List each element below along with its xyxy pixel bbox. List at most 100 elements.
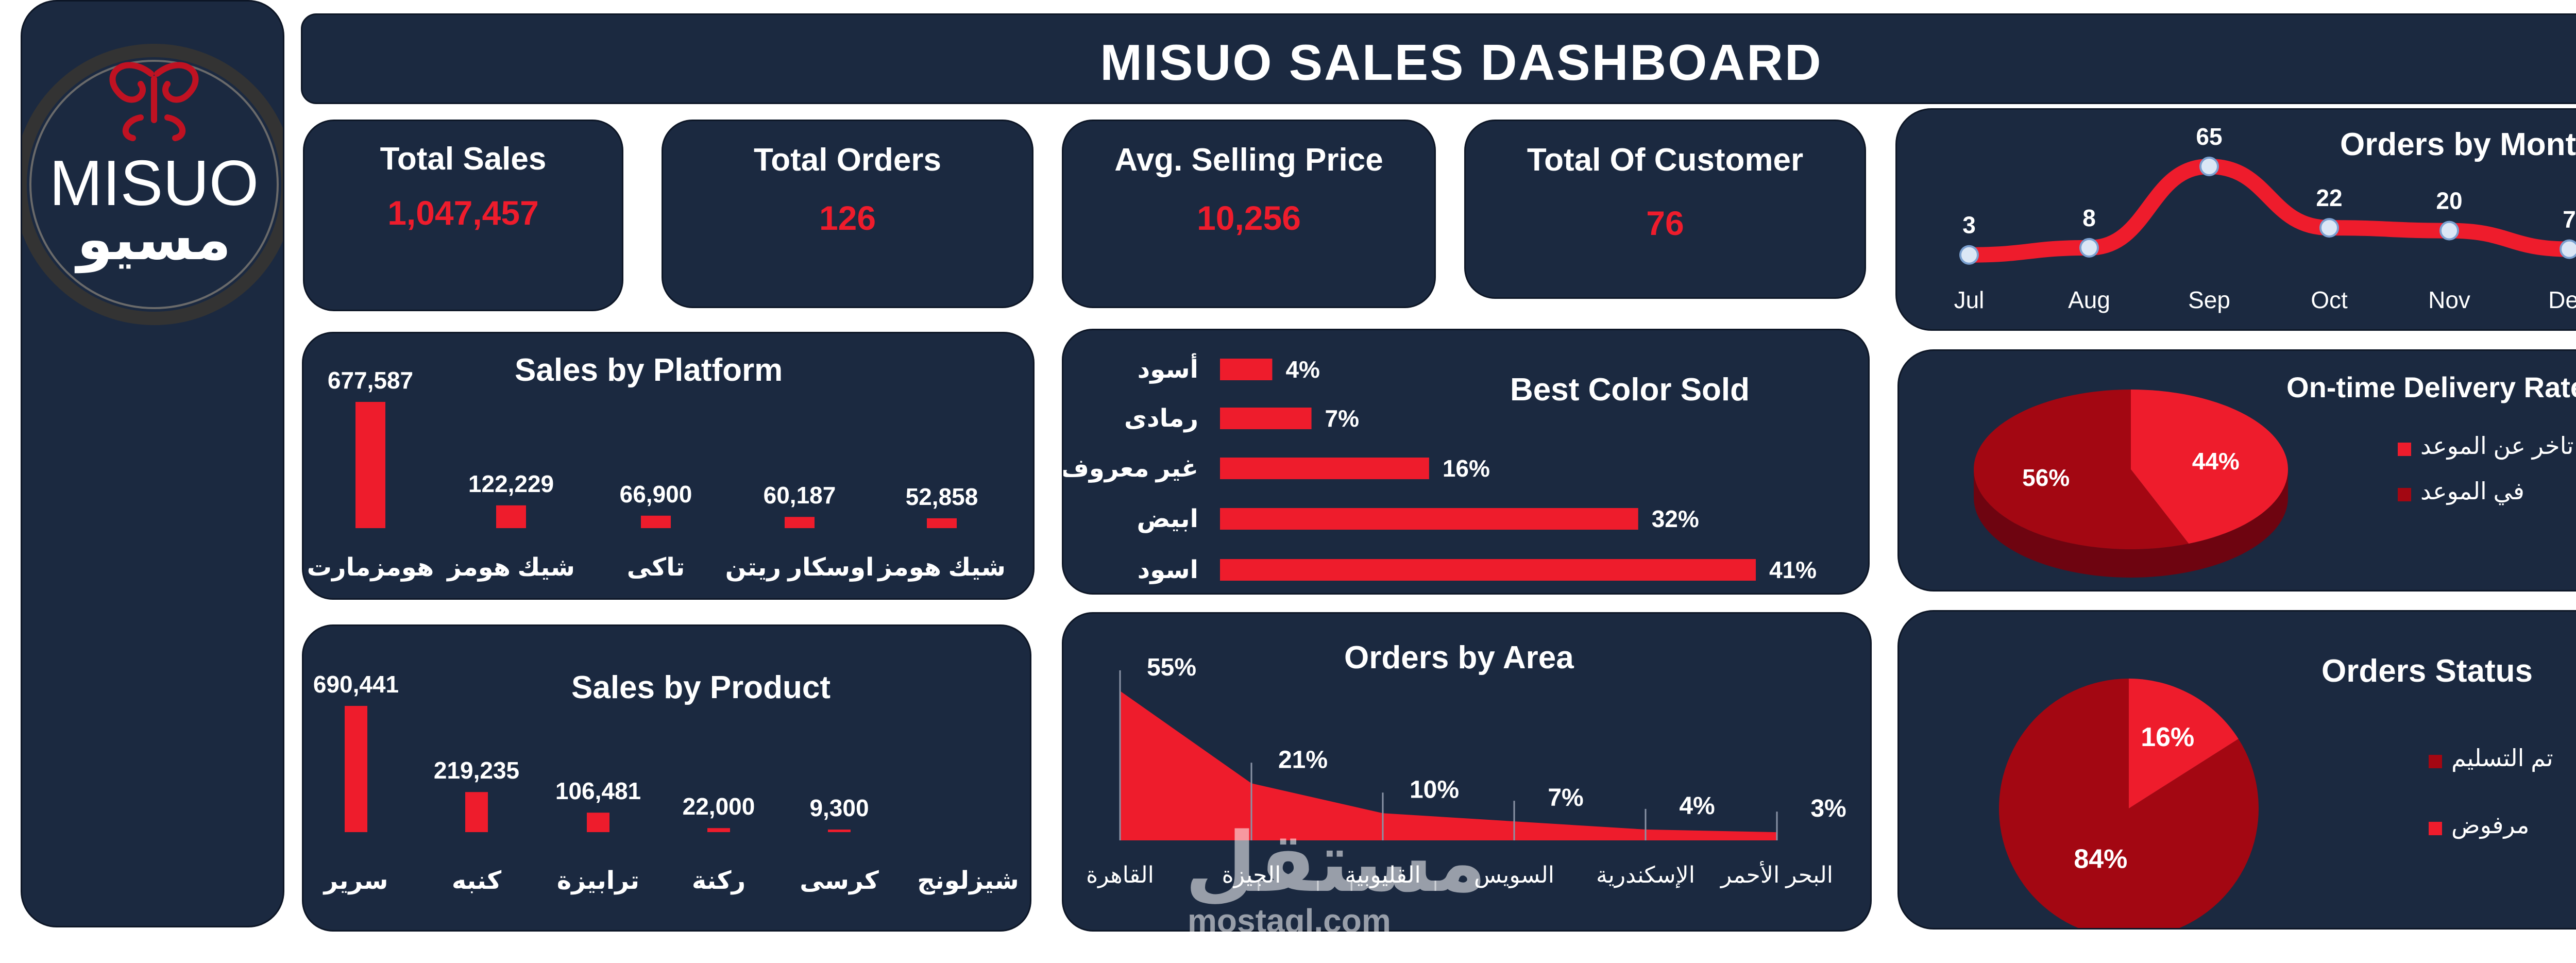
bar (785, 517, 815, 528)
bar (465, 792, 488, 832)
chart-title: Orders by Month (2340, 127, 2576, 162)
data-label: 677,587 (328, 367, 413, 394)
x-tick-label: كرسى (800, 867, 879, 895)
data-label: 52,858 (906, 483, 978, 510)
data-label: 219,235 (434, 757, 519, 784)
best-color-sold-card: Best Color Sold 4% أسود 7% رمادى 16% غير معرو… (1062, 329, 1870, 595)
x-tick-label: القليوبية (1345, 863, 1421, 888)
kpi-label: Avg. Selling Price (1114, 142, 1383, 178)
x-tick-label: البحر الأحمر (1720, 860, 1833, 888)
watermark-latin: mostaql.com (1188, 902, 1391, 939)
data-point (1959, 245, 1979, 265)
data-label: 22,000 (683, 793, 755, 820)
x-tick-label: ركنة (692, 867, 745, 895)
data-label: 7% (1548, 784, 1583, 812)
x-tick-label: Sep (2188, 286, 2230, 313)
x-tick-label: Dec (2548, 286, 2576, 313)
header-bar: MISUO SALES DASHBOARD (301, 13, 2576, 104)
data-label: 16% (1443, 455, 1490, 482)
orders-status-chart: 84% 16% تم التسليم مرفوض (1999, 679, 2553, 928)
legend-label: مرفوض (2451, 812, 2529, 839)
kpi-card-total-sales: Total Sales 1,047,457 (303, 120, 623, 311)
y-tick-label: اسود (1138, 556, 1198, 584)
data-label: 7 (2563, 206, 2576, 233)
legend-swatch (2429, 755, 2442, 768)
data-label: 8 (2082, 205, 2096, 231)
series-line (1961, 158, 2576, 263)
bar (1220, 359, 1273, 380)
bar (355, 402, 385, 528)
logo-swirl-icon (109, 62, 199, 141)
data-label: 20 (2436, 188, 2462, 214)
x-tick-label: Aug (2068, 286, 2110, 313)
legend-label: تم التسليم (2451, 745, 2553, 772)
data-label: 4% (1285, 356, 1319, 383)
sales-by-product-chart: 690,441 سرير 219,235 كنبه 106,481 ترابيزة 22,0… (313, 671, 1019, 895)
x-tick-label: Jul (1954, 286, 1985, 313)
pie-slice (1999, 679, 2259, 928)
bar (496, 505, 526, 528)
x-tick-label: السويس (1474, 863, 1554, 888)
x-tick-label: Nov (2428, 286, 2470, 313)
best-color-sold-chart: 4% أسود 7% رمادى 16% غير معروف 32% ابيض 41% اسود (1063, 353, 1817, 584)
data-label: 41% (1769, 556, 1817, 583)
kpi-value: 76 (1646, 204, 1684, 242)
x-tick-label: شيك هومز (877, 554, 1006, 582)
legend-label: تاخر عن الموعد (2420, 432, 2573, 460)
bar (828, 830, 851, 832)
sales-by-product-card: Sales by Product 690,441 سرير 219,235 كنبه 1… (302, 624, 1031, 932)
x-tick-label: الجيزة (1222, 863, 1281, 888)
kpi-value: 1,047,457 (387, 194, 539, 232)
page-title: MISUO SALES DASHBOARD (1100, 34, 1823, 91)
data-label: 690,441 (313, 671, 399, 698)
data-label: 3% (1810, 795, 1846, 822)
orders-by-month-chart: 3 Jul 8 Aug 65 Sep 22 Oct 20 Nov 7 Dec (1954, 123, 2576, 313)
data-label: 32% (1652, 505, 1699, 532)
kpi-label: Total Of Customer (1527, 142, 1804, 178)
logo-arabic-text: مسيو (74, 207, 231, 273)
watermark-arabic: مستقل (1185, 816, 1487, 908)
x-tick-label: Oct (2311, 286, 2348, 313)
pie-slice (1974, 390, 2189, 549)
chart-title: Best Color Sold (1510, 372, 1750, 408)
x-tick-label: تاكى (627, 554, 685, 581)
kpi-card-total-customer: Total Of Customer 76 (1464, 120, 1866, 299)
data-label: 10% (1410, 776, 1459, 803)
data-point (2439, 221, 2459, 241)
data-point (2560, 239, 2576, 259)
data-label: 66,900 (620, 481, 692, 508)
kpi-card-avg-selling-price: Avg. Selling Price 10,256 (1062, 120, 1436, 308)
bar (587, 813, 609, 832)
bar (641, 515, 671, 528)
slice-label: 16% (2141, 722, 2194, 752)
bar (345, 706, 367, 832)
on-time-delivery-card: On-time Delivery Rate 44% 56% تاخر عن المو… (1897, 349, 2576, 592)
brand-logo: MISUO مسيو (22, 44, 283, 325)
orders-by-area-chart: 55% القاهرة 21% الجيزة 10% القليوبية 7% السويس 4… (1086, 654, 1846, 888)
x-tick-label: اوسكار ريتن (725, 554, 874, 582)
y-tick-label: غير معروف (1063, 455, 1198, 483)
x-tick-label: ترابيزة (557, 867, 639, 895)
kpi-label: Total Orders (753, 142, 942, 178)
data-point (2319, 218, 2339, 238)
pie-slice (2129, 679, 2239, 808)
data-point (2199, 157, 2219, 176)
orders-by-area-card: Orders by Area 55% القاهرة 21% الجيزة 10% الق… (1062, 612, 1872, 932)
slice-label: 44% (2192, 448, 2240, 475)
sales-by-platform-chart: 677,587 هومزمارت 122,229 شيك هومز 66,900 تاكى… (307, 367, 1006, 582)
data-label: 65 (2196, 123, 2222, 150)
bar (1220, 559, 1756, 581)
bar (1220, 458, 1429, 479)
bar (927, 518, 957, 528)
y-tick-label: ابيض (1137, 505, 1198, 533)
data-label: 60,187 (764, 482, 836, 509)
data-point (2079, 238, 2099, 258)
x-tick-label: سرير (323, 867, 388, 895)
legend-swatch (2429, 822, 2442, 835)
data-label: 4% (1679, 792, 1715, 820)
sidebar: MISUO مسيو (21, 0, 284, 927)
chart-title: On-time Delivery Rate (2286, 371, 2576, 403)
x-tick-label: الإسكندرية (1596, 863, 1695, 888)
legend-swatch (2398, 488, 2411, 501)
data-label: 3 (1962, 212, 1976, 239)
